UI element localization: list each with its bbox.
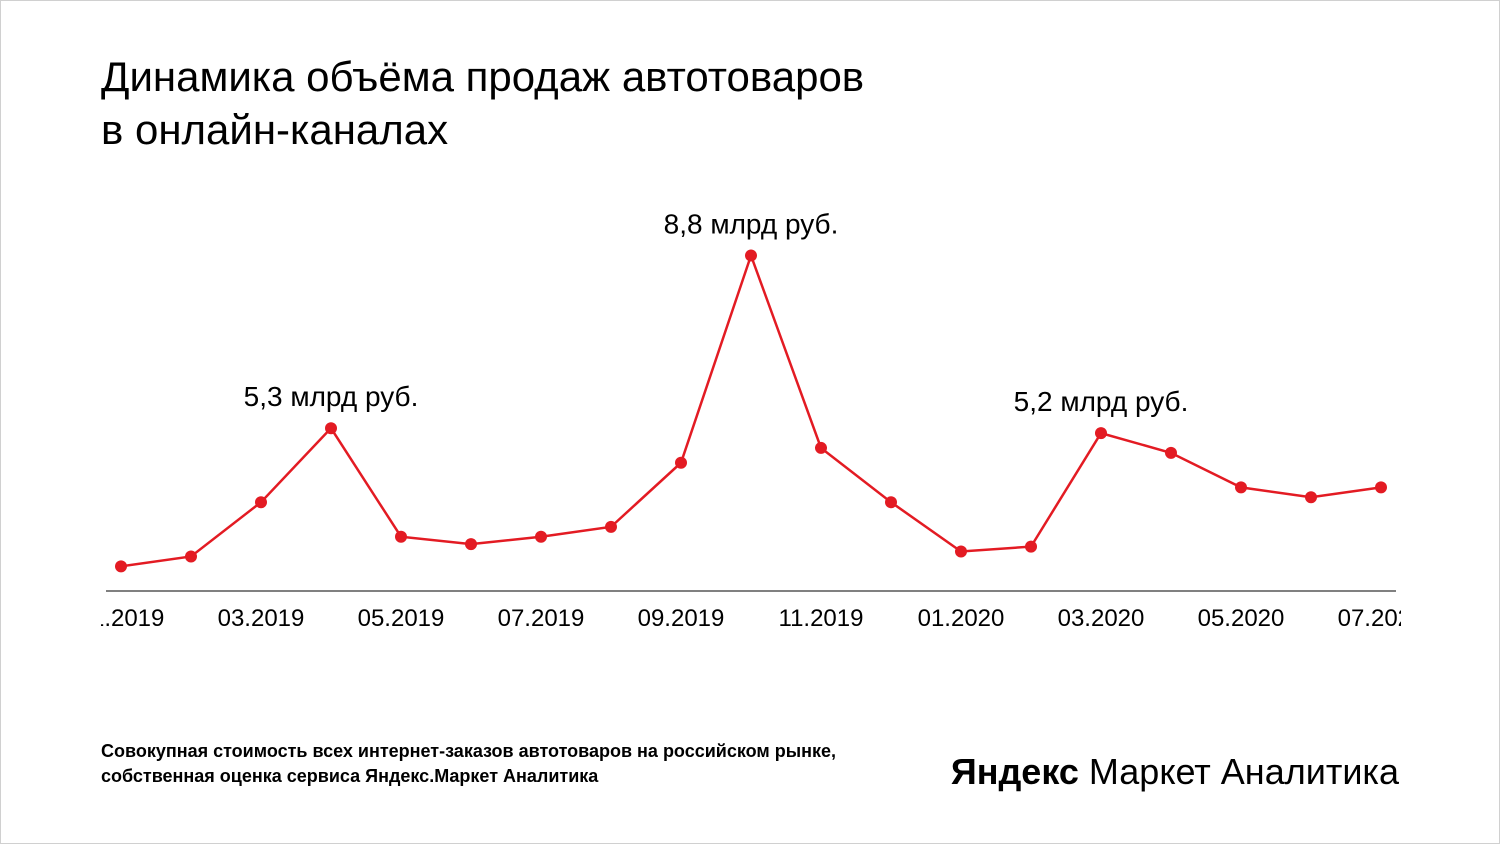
footnote-line-1: Совокупная стоимость всех интернет-заказ… bbox=[101, 741, 836, 761]
data-point bbox=[605, 521, 617, 533]
x-axis-label: 03.2019 bbox=[218, 605, 305, 632]
chart-title: Динамика объёма продаж автотоваров в онл… bbox=[101, 51, 864, 156]
data-point bbox=[1165, 447, 1177, 459]
x-axis-label: 07.2020 bbox=[1338, 605, 1401, 632]
data-annotation: 8,8 млрд руб. bbox=[664, 209, 839, 240]
x-axis-label: 07.2019 bbox=[498, 605, 585, 632]
data-annotation: 5,2 млрд руб. bbox=[1014, 386, 1189, 417]
chart-container: 01.2019 03.2019 05.2019 07.2019 09.2019 11.20… bbox=[101, 201, 1401, 641]
data-point bbox=[1235, 481, 1247, 493]
brand-logo: Яндекс Маркет Аналитика bbox=[951, 751, 1399, 793]
data-point bbox=[465, 538, 477, 550]
data-point bbox=[115, 560, 127, 572]
logo-bold: Яндекс bbox=[951, 751, 1079, 792]
logo-light: Маркет Аналитика bbox=[1079, 751, 1399, 792]
data-point bbox=[1375, 481, 1387, 493]
data-point bbox=[185, 550, 197, 562]
x-axis-label: 09.2019 bbox=[638, 605, 725, 632]
data-point bbox=[1025, 541, 1037, 553]
title-line-1: Динамика объёма продаж автотоваров bbox=[101, 53, 864, 100]
data-point bbox=[815, 442, 827, 454]
data-point bbox=[675, 457, 687, 469]
data-point bbox=[535, 531, 547, 543]
x-axis-label: 01.2019 bbox=[101, 605, 164, 632]
x-axis-label: 03.2020 bbox=[1058, 605, 1145, 632]
x-axis-label: 01.2020 bbox=[918, 605, 1005, 632]
data-point bbox=[395, 531, 407, 543]
data-point bbox=[325, 422, 337, 434]
line-chart: 01.2019 03.2019 05.2019 07.2019 09.2019 11.20… bbox=[101, 201, 1401, 641]
data-point bbox=[255, 496, 267, 508]
data-annotation: 5,3 млрд руб. bbox=[244, 381, 419, 412]
data-point bbox=[1305, 491, 1317, 503]
x-axis-label: 05.2020 bbox=[1198, 605, 1285, 632]
chart-footnote: Совокупная стоимость всех интернет-заказ… bbox=[101, 739, 836, 788]
title-line-2: в онлайн-каналах bbox=[101, 106, 448, 153]
x-axis-label: 05.2019 bbox=[358, 605, 445, 632]
data-point bbox=[1095, 427, 1107, 439]
x-axis-label: 11.2019 bbox=[779, 605, 864, 632]
footnote-line-2: собственная оценка сервиса Яндекс.Маркет… bbox=[101, 766, 598, 786]
data-point bbox=[745, 250, 757, 262]
data-point bbox=[955, 546, 967, 558]
data-point bbox=[885, 496, 897, 508]
